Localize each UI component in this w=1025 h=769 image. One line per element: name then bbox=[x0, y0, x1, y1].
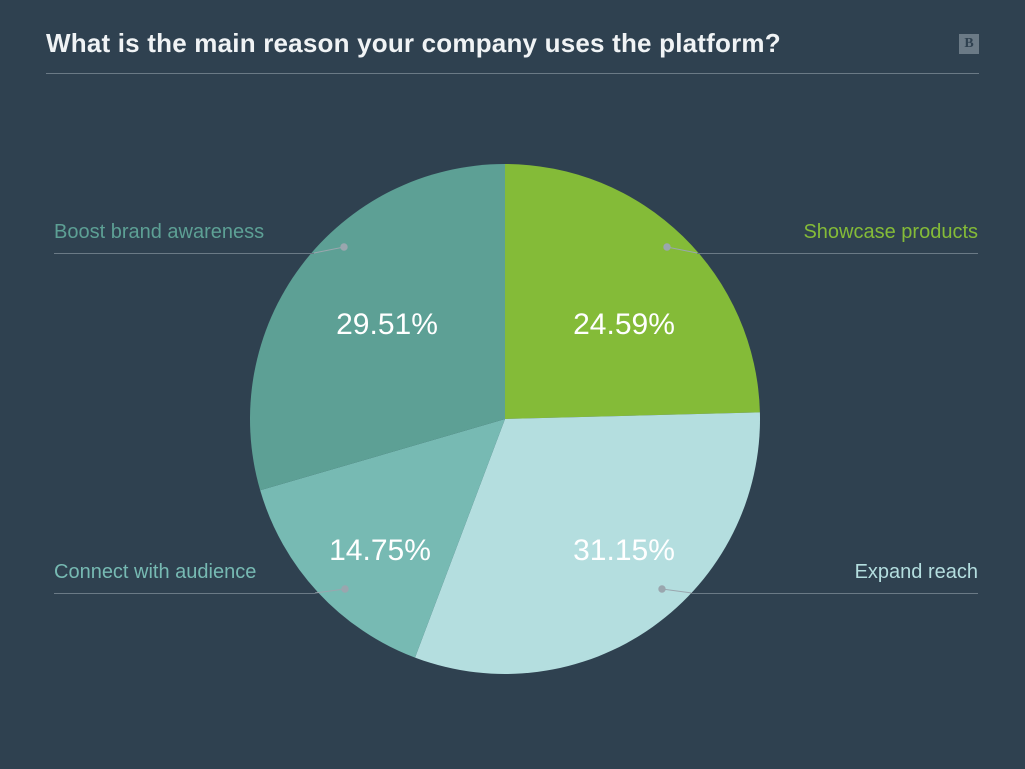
pie-chart: 24.59% Showcase products 31.15% Expand reac… bbox=[0, 0, 1025, 769]
category-underline bbox=[54, 593, 315, 594]
category-underline bbox=[54, 253, 314, 254]
slice-percent-label: 31.15% bbox=[573, 534, 675, 568]
slice-percent-label: 29.51% bbox=[336, 308, 438, 342]
slice-percent-label: 24.59% bbox=[573, 308, 675, 342]
category-label: Connect with audience bbox=[54, 561, 256, 584]
pie-slice bbox=[505, 164, 760, 419]
pie-svg bbox=[0, 0, 1025, 769]
category-label: Boost brand awareness bbox=[54, 221, 264, 244]
slice-percent-label: 14.75% bbox=[329, 534, 431, 568]
category-label: Showcase products bbox=[738, 221, 978, 244]
category-underline bbox=[697, 253, 978, 254]
category-underline bbox=[692, 593, 978, 594]
category-label: Expand reach bbox=[738, 561, 978, 584]
